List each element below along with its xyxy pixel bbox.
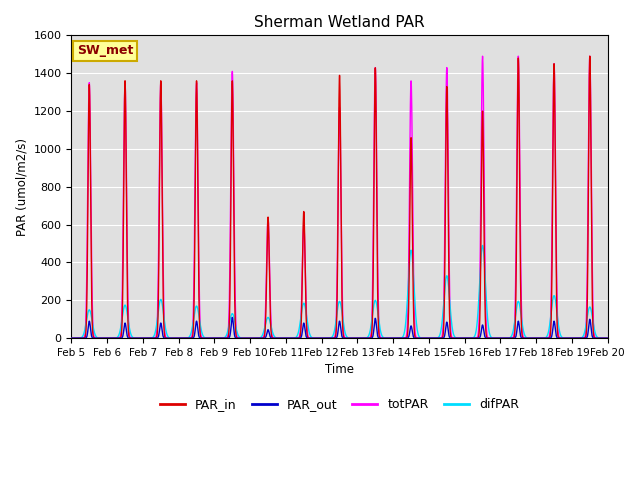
difPAR: [604, 336, 611, 341]
PAR_out: [460, 336, 467, 341]
PAR_in: [604, 336, 612, 341]
totPAR: [164, 336, 172, 341]
X-axis label: Time: Time: [325, 363, 354, 376]
Legend: PAR_in, PAR_out, totPAR, difPAR: PAR_in, PAR_out, totPAR, difPAR: [156, 393, 524, 416]
difPAR: [68, 336, 76, 341]
difPAR: [479, 242, 486, 248]
PAR_in: [460, 336, 467, 341]
PAR_in: [586, 53, 594, 59]
Line: PAR_in: PAR_in: [72, 56, 608, 338]
PAR_in: [604, 336, 611, 341]
Line: difPAR: difPAR: [72, 245, 608, 338]
PAR_out: [430, 336, 438, 341]
totPAR: [490, 336, 498, 341]
PAR_out: [68, 336, 76, 341]
PAR_out: [228, 314, 236, 320]
difPAR: [164, 333, 172, 339]
Text: SW_met: SW_met: [77, 45, 133, 58]
totPAR: [319, 336, 327, 341]
PAR_out: [164, 336, 172, 341]
totPAR: [586, 53, 594, 59]
totPAR: [604, 336, 612, 341]
Title: Sherman Wetland PAR: Sherman Wetland PAR: [254, 15, 425, 30]
difPAR: [490, 336, 498, 341]
difPAR: [604, 336, 612, 341]
difPAR: [460, 336, 467, 341]
PAR_in: [490, 336, 498, 341]
PAR_in: [319, 336, 327, 341]
PAR_out: [319, 336, 327, 341]
totPAR: [68, 336, 76, 341]
totPAR: [604, 336, 611, 341]
PAR_out: [604, 336, 612, 341]
PAR_in: [430, 336, 438, 341]
Line: PAR_out: PAR_out: [72, 317, 608, 338]
PAR_in: [68, 336, 76, 341]
PAR_out: [604, 336, 611, 341]
PAR_in: [164, 336, 172, 341]
Line: totPAR: totPAR: [72, 56, 608, 338]
totPAR: [460, 336, 467, 341]
PAR_out: [490, 336, 498, 341]
difPAR: [430, 336, 438, 341]
totPAR: [430, 336, 438, 341]
totPAR: [282, 336, 290, 341]
Y-axis label: PAR (umol/m2/s): PAR (umol/m2/s): [15, 138, 28, 236]
difPAR: [319, 336, 327, 341]
